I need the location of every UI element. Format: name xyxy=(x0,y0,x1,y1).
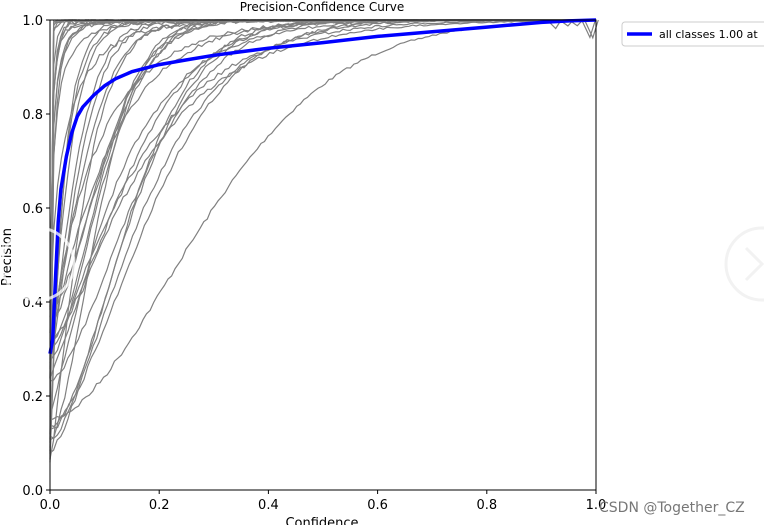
class-curve xyxy=(49,19,579,441)
class-curve xyxy=(49,19,562,353)
class-curve xyxy=(49,19,576,350)
carousel-prev-circle[interactable] xyxy=(0,226,76,302)
class-curve xyxy=(49,19,592,454)
class-curve xyxy=(49,19,562,352)
y-axis-ticks: 0.00.20.40.60.81.0 xyxy=(22,14,50,499)
chart-title: Precision-Confidence Curve xyxy=(240,0,405,14)
legend: all classes 1.00 at xyxy=(621,21,764,47)
class-curve xyxy=(49,19,564,454)
x-tick-label: 0.0 xyxy=(40,498,61,513)
x-tick-label: 0.4 xyxy=(258,498,279,513)
class-curve xyxy=(49,19,553,360)
class-curve xyxy=(49,19,594,318)
legend-box xyxy=(621,21,764,47)
x-axis-ticks: 0.0 0.2 0.4 0.6 0.8 1.0 xyxy=(40,490,607,513)
carousel-next-circle[interactable] xyxy=(724,226,764,302)
y-tick-label: 0.8 xyxy=(22,108,43,123)
class-curve xyxy=(49,19,594,379)
class-curves xyxy=(49,19,599,463)
class-curve xyxy=(49,19,590,428)
class-curve xyxy=(49,19,576,459)
class-curve xyxy=(49,19,572,452)
y-tick-label: 0.2 xyxy=(22,390,43,405)
class-curve xyxy=(49,19,571,460)
all-classes-line xyxy=(48,18,597,355)
y-tick-label: 1.0 xyxy=(22,14,43,29)
class-curve xyxy=(49,19,586,440)
class-curve xyxy=(49,19,562,363)
class-curve xyxy=(49,19,599,435)
class-curve xyxy=(49,19,565,324)
class-curve xyxy=(49,19,564,461)
x-axis-label: Confidence xyxy=(285,516,358,525)
class-curve xyxy=(49,19,596,310)
legend-label: all classes 1.00 at xyxy=(659,28,758,41)
chevron-left-icon[interactable] xyxy=(27,246,48,282)
watermark: CSDN @Together_CZ xyxy=(599,500,745,516)
class-curve xyxy=(49,19,574,380)
class-curve xyxy=(49,19,567,463)
y-tick-label: 0.6 xyxy=(22,202,43,217)
x-tick-label: 0.2 xyxy=(149,498,170,513)
plot-frame xyxy=(49,19,597,491)
x-tick-label: 1.0 xyxy=(586,498,607,513)
carousel-prev-control[interactable] xyxy=(0,226,76,302)
class-curve xyxy=(49,19,556,340)
class-curve xyxy=(49,19,577,440)
y-tick-label: 0.0 xyxy=(22,484,43,499)
class-curve xyxy=(49,19,574,341)
chevron-right-icon[interactable] xyxy=(744,246,764,282)
class-curve xyxy=(49,19,592,430)
x-tick-label: 0.6 xyxy=(367,498,388,513)
class-curve xyxy=(49,19,560,311)
class-curve xyxy=(49,19,567,310)
x-tick-label: 0.8 xyxy=(476,498,497,513)
carousel-next-control[interactable] xyxy=(724,226,764,302)
class-curve xyxy=(49,19,562,421)
class-curve xyxy=(49,19,592,443)
